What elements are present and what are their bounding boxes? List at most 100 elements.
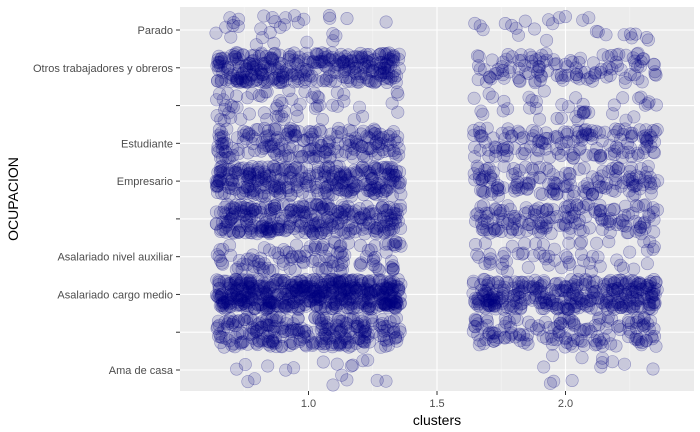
data-point — [336, 56, 350, 70]
data-point — [211, 320, 225, 334]
data-point — [471, 328, 485, 342]
data-point — [277, 281, 291, 295]
data-point — [498, 330, 512, 344]
data-point — [332, 325, 346, 339]
data-point — [302, 55, 316, 69]
data-point — [284, 278, 298, 292]
data-point — [256, 223, 270, 237]
data-point — [485, 184, 499, 198]
y-tick-label: Estudiante — [121, 138, 173, 150]
data-point — [365, 317, 379, 331]
data-point — [635, 318, 649, 332]
data-point — [482, 327, 496, 341]
data-point — [290, 178, 304, 192]
data-point — [600, 177, 614, 191]
data-point — [318, 296, 332, 310]
y-tick-label: Asalariado cargo medio — [57, 289, 173, 301]
data-point — [517, 336, 531, 350]
data-point — [498, 331, 512, 345]
data-point — [475, 320, 489, 334]
data-point — [314, 323, 328, 337]
data-point — [287, 361, 301, 375]
data-point — [392, 142, 406, 156]
data-point — [623, 245, 637, 259]
data-point — [210, 321, 224, 335]
data-point — [385, 295, 399, 309]
data-point — [302, 282, 316, 296]
data-point — [384, 293, 398, 307]
data-point — [317, 339, 331, 353]
data-point — [241, 273, 255, 287]
data-point — [306, 293, 320, 307]
data-point — [361, 274, 375, 288]
data-point — [553, 311, 567, 325]
data-point — [567, 189, 581, 203]
data-point — [309, 290, 323, 304]
data-point — [311, 187, 325, 201]
data-point — [340, 335, 354, 349]
data-point — [566, 339, 580, 353]
data-point — [268, 320, 282, 334]
data-point — [539, 47, 553, 61]
data-point — [222, 277, 236, 291]
data-point — [294, 287, 308, 301]
data-point — [287, 53, 301, 67]
data-point — [333, 276, 347, 290]
data-point — [333, 325, 347, 339]
data-point — [293, 291, 307, 305]
data-point — [317, 337, 331, 351]
data-point — [361, 283, 375, 297]
data-point — [327, 297, 341, 311]
y-tick-label: Otros trabajadores y obreros — [33, 63, 174, 75]
data-point — [249, 324, 263, 338]
data-point — [300, 35, 314, 49]
data-point — [354, 324, 368, 338]
data-point — [235, 326, 249, 340]
data-point — [318, 289, 332, 303]
data-point — [609, 140, 623, 154]
data-point — [269, 336, 283, 350]
data-point — [223, 300, 237, 314]
data-point — [565, 314, 579, 328]
data-point — [376, 288, 390, 302]
data-point — [258, 285, 272, 299]
data-point — [648, 65, 662, 79]
data-point — [564, 337, 578, 351]
data-point — [356, 340, 370, 354]
data-point — [625, 287, 639, 301]
data-point — [595, 356, 609, 370]
data-point — [327, 273, 341, 287]
data-point — [280, 313, 294, 327]
data-point — [249, 336, 263, 350]
data-point — [340, 301, 354, 315]
data-point — [293, 273, 307, 287]
data-point — [266, 310, 280, 324]
data-point — [217, 274, 231, 288]
data-point — [356, 354, 370, 368]
data-point — [292, 302, 306, 316]
data-point — [339, 332, 353, 346]
data-point — [214, 291, 228, 305]
data-point — [542, 258, 556, 272]
data-point — [333, 314, 347, 328]
data-point — [615, 151, 629, 165]
data-point — [375, 285, 389, 299]
y-axis: Ama de casa Asalariado cargo medio Asalari… — [33, 25, 180, 377]
data-point — [268, 331, 282, 345]
data-point — [263, 294, 277, 308]
data-point — [263, 339, 277, 353]
data-point — [287, 323, 301, 337]
data-point — [645, 332, 659, 346]
data-point — [256, 334, 270, 348]
data-point — [623, 68, 637, 82]
data-point — [282, 276, 296, 290]
data-point — [260, 288, 274, 302]
data-point — [244, 289, 258, 303]
data-point — [297, 12, 311, 26]
data-point — [301, 329, 315, 343]
data-point — [377, 324, 391, 338]
data-point — [471, 317, 485, 331]
data-point — [347, 181, 361, 195]
data-point — [498, 319, 512, 333]
data-point — [383, 275, 397, 289]
